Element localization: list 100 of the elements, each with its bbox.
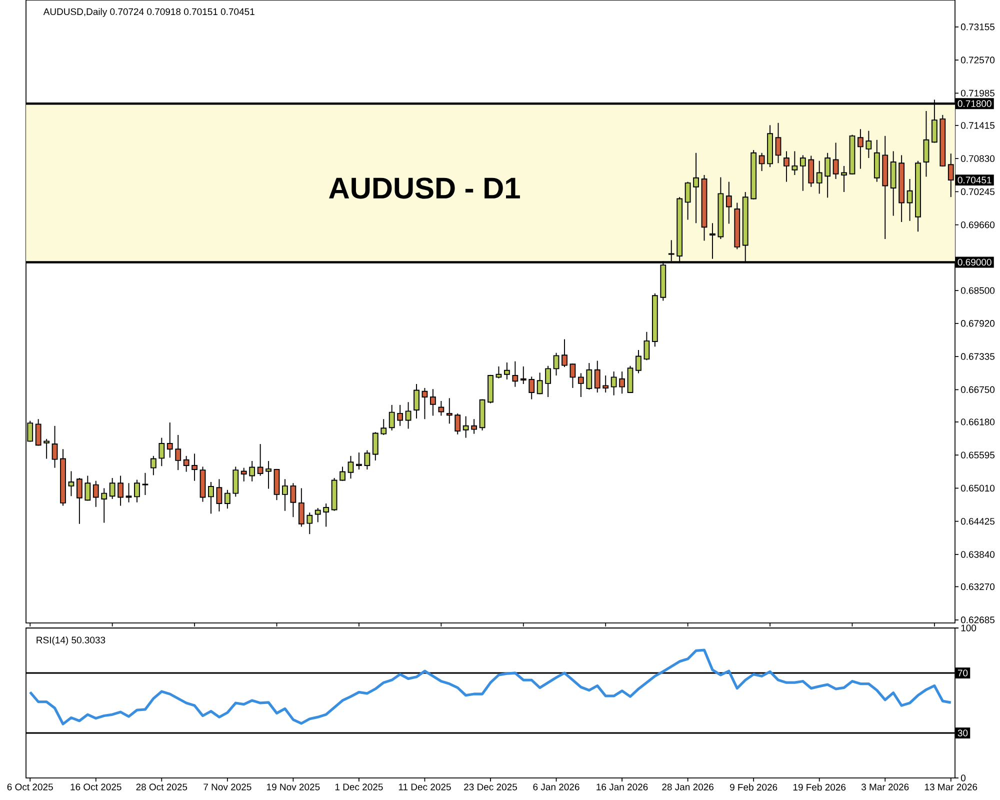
candlestick: [553, 352, 560, 376]
y-tick-label: 0.73155: [960, 24, 995, 30]
candlestick: [183, 455, 190, 472]
candlestick: [710, 222, 716, 260]
candlestick: [800, 154, 806, 192]
candlestick: [644, 331, 650, 361]
candlestick: [619, 371, 625, 394]
candlestick: [528, 376, 535, 400]
candlestick: [816, 160, 822, 194]
candlestick: [405, 402, 412, 430]
candlestick: [758, 152, 765, 172]
text: AUDUSD - D1: [329, 178, 520, 199]
candlestick: [610, 371, 617, 396]
candlestick: [101, 488, 108, 524]
x-tick-label: 7 Nov 2025: [204, 784, 252, 790]
y-tick-label: 0.65010: [960, 484, 995, 492]
candlestick: [636, 350, 642, 374]
candlestick: [726, 181, 732, 224]
candlestick: [290, 482, 296, 518]
candlestick: [109, 478, 116, 500]
candlestick: [454, 412, 461, 435]
y-tick-label: 100: [961, 624, 976, 632]
ref-line-label: 30: [958, 730, 968, 736]
candlestick: [282, 478, 288, 512]
candlestick: [323, 503, 330, 528]
candlestick: [808, 155, 814, 188]
candlestick: [578, 372, 584, 398]
y-tick-label: 0: [960, 774, 966, 782]
y-tick-label: 0.67335: [960, 353, 995, 360]
candlestick: [438, 400, 444, 416]
candlestick: [462, 416, 469, 438]
candlestick: [496, 366, 502, 379]
candlestick: [216, 478, 222, 512]
candlestick: [266, 460, 272, 490]
y-tick-label: 0.69660: [960, 221, 995, 228]
x-tick-label: 13 Mar 2026: [924, 784, 978, 790]
candlestick: [414, 384, 420, 420]
candlestick: [150, 455, 156, 476]
candlestick: [76, 478, 82, 524]
candlestick: [134, 479, 140, 503]
ref-line-label: 0.69000: [958, 258, 992, 266]
candlestick: [84, 475, 91, 502]
candlestick: [364, 450, 370, 470]
x-tick-label: 9 Feb 2026: [730, 784, 778, 791]
x-tick-label: 6 Jan 2026: [533, 784, 580, 790]
candlestick: [232, 466, 239, 498]
y-tick-label: 0.66180: [960, 418, 995, 426]
y-tick-label: 0.63840: [960, 551, 995, 558]
candlestick: [693, 152, 699, 224]
candlestick: [192, 453, 198, 482]
candlestick: [142, 472, 148, 496]
candlestick: [430, 388, 436, 416]
candlestick: [866, 130, 872, 158]
candlestick: [684, 181, 691, 220]
x-tick-label: 16 Oct 2025: [70, 784, 122, 790]
candlestick: [240, 467, 247, 482]
y-tick-label: 0.62685: [960, 616, 995, 624]
candlestick: [923, 110, 930, 178]
x-tick-label: 23 Dec 2025: [464, 784, 517, 790]
x-tick-label: 11 Dec 2025: [398, 784, 451, 790]
candlestick: [512, 360, 518, 388]
x-tick-label: 19 Feb 2026: [793, 784, 846, 791]
candlestick: [52, 425, 58, 468]
candlestick: [372, 432, 378, 461]
candlestick: [126, 482, 132, 503]
y-tick-label: 0.70830: [960, 155, 995, 162]
candlestick: [92, 480, 99, 508]
candlestick: [832, 142, 839, 180]
y-tick-label: 0.67920: [960, 320, 995, 327]
candlestick: [306, 512, 313, 535]
x-tick-label: 28 Oct 2025: [136, 784, 188, 790]
candlestick: [224, 489, 230, 510]
candlestick: [906, 178, 913, 222]
candlestick: [175, 434, 182, 471]
text: AUDUSD,Daily 0.70724 0.70918 0.70151 0.70451: [43, 8, 254, 17]
y-tick-label: 0.71985: [960, 90, 995, 97]
candlestick: [520, 366, 526, 384]
candlestick: [841, 165, 847, 192]
candlestick: [858, 128, 864, 170]
ref-line-label: 0.71800: [958, 100, 992, 107]
candlestick: [536, 372, 543, 395]
candlestick: [380, 418, 387, 436]
candlestick: [602, 375, 609, 393]
x-tick-label: 1 Dec 2025: [335, 784, 383, 790]
candlestick: [570, 363, 576, 388]
text: RSI(14) 50.3033: [36, 636, 106, 646]
candlestick: [388, 404, 395, 431]
y-tick-label: 0.70245: [960, 188, 995, 196]
candlestick: [257, 444, 264, 476]
candlestick: [118, 475, 124, 506]
y-tick-label: 0.71415: [960, 122, 995, 129]
candlestick: [314, 508, 321, 523]
candlestick: [356, 452, 362, 470]
candlestick: [340, 466, 346, 482]
candlestick: [446, 398, 452, 424]
candlestick: [166, 422, 173, 458]
candlestick: [545, 365, 552, 398]
candlestick: [784, 150, 790, 182]
ref-line-label: 70: [958, 670, 968, 676]
candlestick: [298, 488, 304, 528]
